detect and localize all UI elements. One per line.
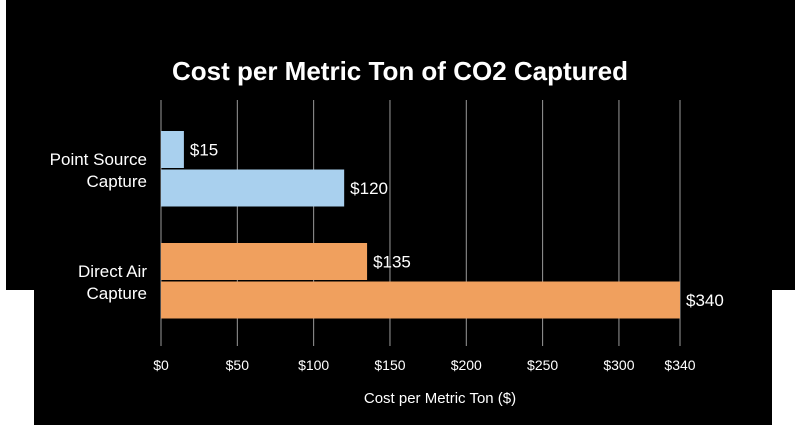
bar-value-label: $15 <box>190 141 218 160</box>
bar-value-label: $120 <box>350 179 388 198</box>
bar <box>161 243 368 280</box>
x-tick-label: $0 <box>153 357 169 373</box>
bars <box>161 131 680 319</box>
bar-value-label: $135 <box>373 253 411 272</box>
chart-title: Cost per Metric Ton of CO2 Captured <box>172 56 628 86</box>
category-label: Capture <box>87 284 147 303</box>
x-tick-label: $150 <box>374 357 405 373</box>
bar <box>161 281 680 319</box>
category-label: Point Source <box>50 150 147 169</box>
category-label: Capture <box>87 172 147 191</box>
category-labels: Point Source Capture Direct Air Capture <box>50 150 148 303</box>
x-tick-label: $100 <box>298 357 329 373</box>
x-tick-label: $250 <box>527 357 558 373</box>
data-labels: $15 $120 $135 $340 <box>190 141 724 311</box>
x-axis-ticks: $0 $50 $100 $150 $200 $250 $300 $340 <box>153 357 696 373</box>
x-tick-label: $340 <box>664 357 695 373</box>
bar-value-label: $340 <box>686 291 724 310</box>
bar <box>161 169 345 207</box>
category-label: Direct Air <box>78 262 147 281</box>
x-tick-label: $300 <box>603 357 634 373</box>
x-tick-label: $50 <box>226 357 250 373</box>
x-tick-label: $200 <box>451 357 482 373</box>
x-axis-label: Cost per Metric Ton ($) <box>364 390 516 407</box>
bar <box>161 131 184 168</box>
